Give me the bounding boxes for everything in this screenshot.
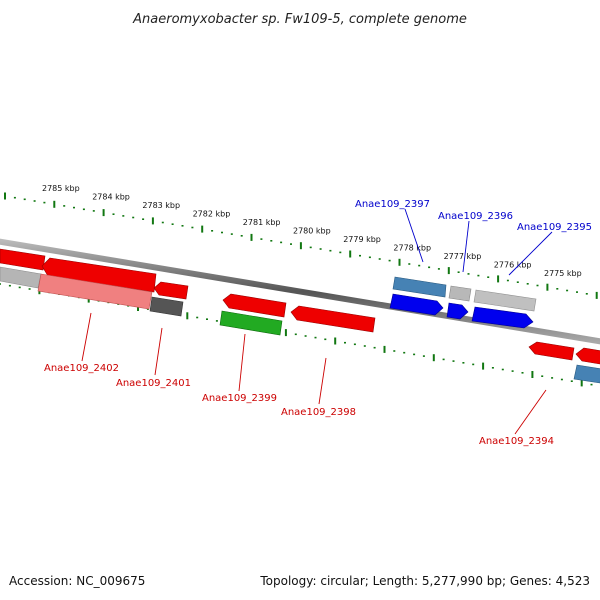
ruler-tick-label: 2778 kbp (393, 244, 431, 253)
accession-text: Accession: NC_009675 (9, 574, 146, 588)
gene-label[interactable]: Anae109_2396 (438, 211, 513, 222)
gene-feature[interactable] (290, 305, 376, 333)
gene-feature[interactable] (528, 341, 575, 361)
gene-label[interactable]: Anae109_2401 (116, 378, 191, 389)
genome-summary-text: Topology: circular; Length: 5,277,990 bp… (260, 574, 590, 588)
gene-label[interactable]: Anae109_2395 (517, 222, 592, 233)
gene-feature[interactable] (149, 296, 184, 317)
ruler-tick-label: 2781 kbp (243, 218, 281, 227)
gene-feature[interactable] (0, 248, 46, 271)
gene-feature[interactable] (222, 293, 287, 318)
gene-feature[interactable] (219, 310, 283, 336)
ruler-tick-label: 2776 kbp (494, 261, 532, 270)
ruler-tick-label: 2784 kbp (92, 193, 130, 202)
gene-feature[interactable] (389, 293, 444, 316)
ruler-tick-label: 2777 kbp (444, 252, 482, 261)
gene-feature[interactable] (446, 302, 469, 320)
gene-feature[interactable] (473, 289, 537, 312)
gene-feature[interactable] (573, 364, 600, 384)
gene-feature[interactable] (448, 285, 472, 302)
forward-strand-genes (389, 276, 600, 384)
ruler-tick-label: 2782 kbp (193, 210, 231, 219)
gene-label[interactable]: Anae109_2394 (479, 436, 554, 447)
gene-labels: Anae109_2397 Anae109_2396 Anae109_2395 A… (44, 199, 592, 447)
reverse-strand-genes (0, 248, 600, 365)
ruler-tick-label: 2775 kbp (544, 269, 582, 278)
gene-feature[interactable] (575, 347, 600, 365)
ruler-tick-label: 2779 kbp (343, 235, 381, 244)
gene-feature[interactable] (471, 306, 534, 329)
gene-label[interactable]: Anae109_2397 (355, 199, 430, 210)
gene-label[interactable]: Anae109_2398 (281, 407, 356, 418)
gene-feature[interactable] (0, 266, 42, 289)
ruler-tick-label: 2780 kbp (293, 227, 331, 236)
gene-label[interactable]: Anae109_2402 (44, 363, 119, 374)
ruler-upper: 2785 kbp 2784 kbp 2783 kbp 2782 kbp 2781 kbp… (4, 184, 598, 299)
gene-label[interactable]: Anae109_2399 (202, 393, 277, 404)
gene-feature[interactable] (37, 273, 153, 310)
ruler-tick-label: 2783 kbp (142, 201, 180, 210)
ruler-tick-label: 2785 kbp (42, 184, 80, 193)
map-title: Anaeromyxobacter sp. Fw109-5, complete g… (132, 12, 467, 27)
gene-feature[interactable] (392, 276, 447, 298)
gene-feature[interactable] (153, 281, 189, 300)
